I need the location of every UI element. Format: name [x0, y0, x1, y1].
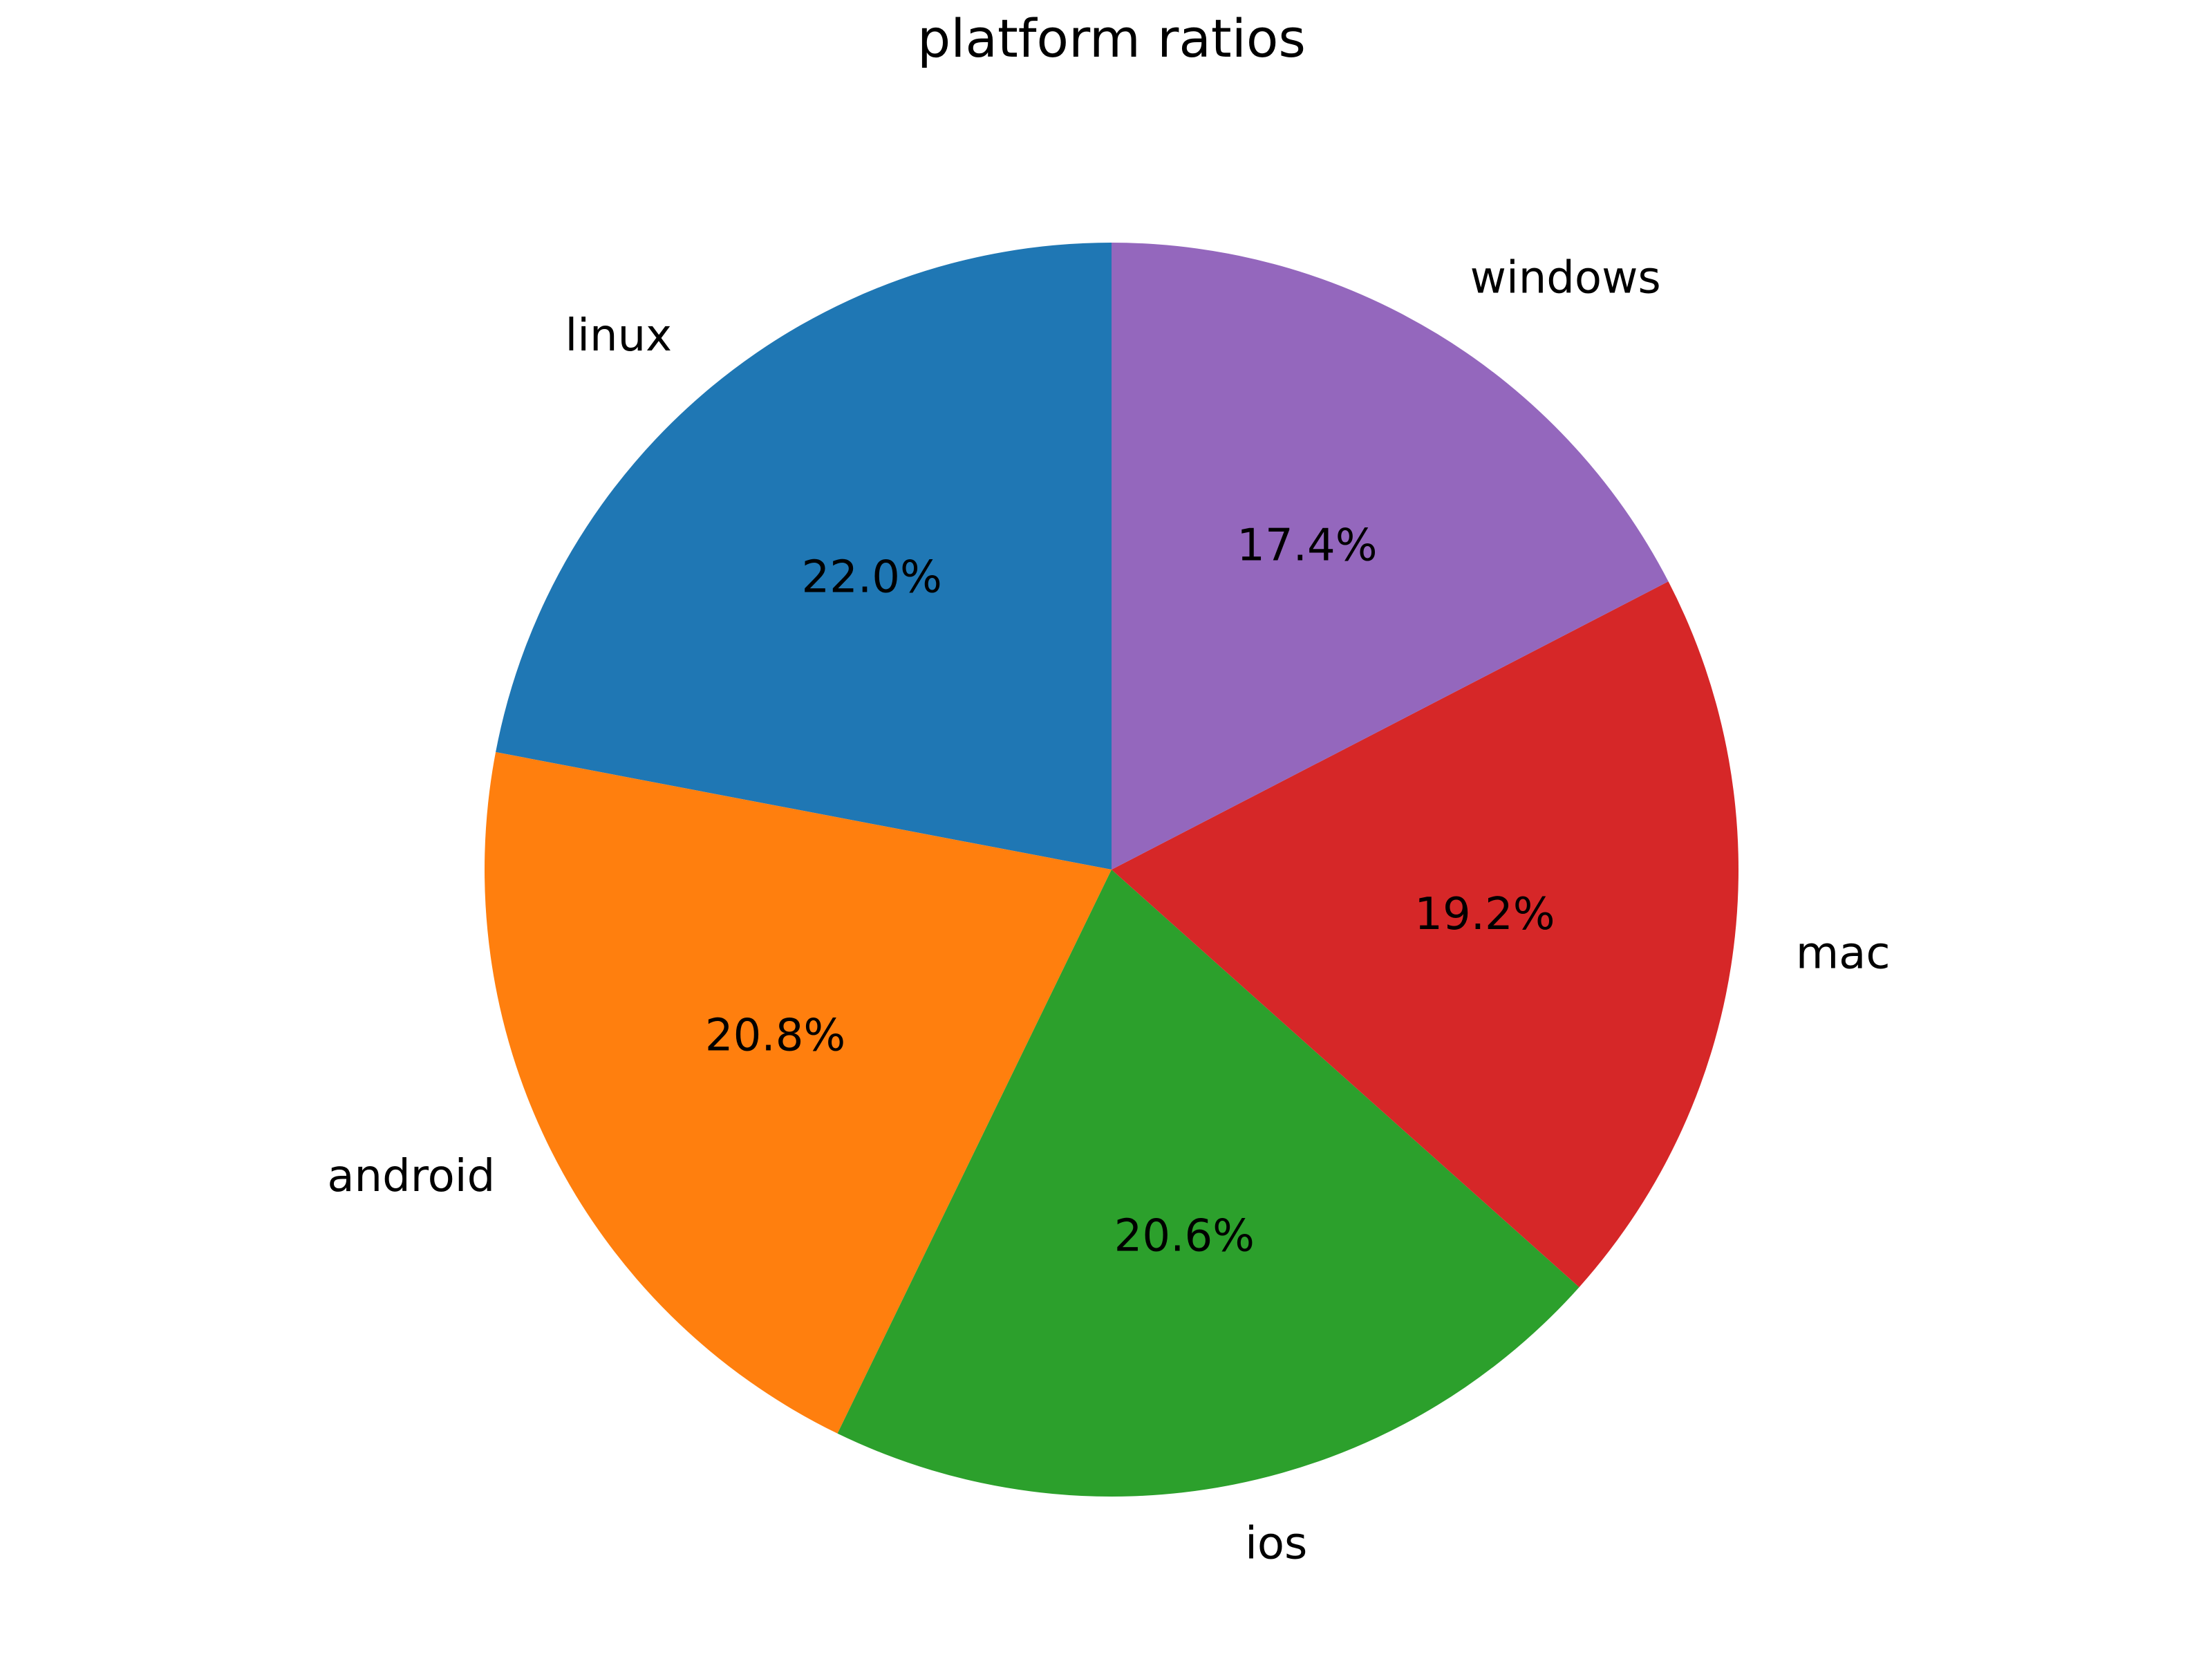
- slice-label-linux: linux: [565, 310, 672, 362]
- slice-label-mac: mac: [1796, 928, 1891, 980]
- pie-slice-mac: [1112, 581, 1739, 1288]
- slice-percent-windows: 17.4%: [1237, 521, 1377, 572]
- pie-slices: [485, 243, 1739, 1497]
- slice-percent-android: 20.8%: [705, 1011, 845, 1062]
- pie-slice-linux: [496, 243, 1112, 870]
- slice-label-windows: windows: [1470, 252, 1661, 303]
- slice-label-ios: ios: [1245, 1518, 1307, 1569]
- pie-labels: linux 22.0% android 20.8% ios 20.6% mac 19.2% wi…: [327, 252, 1890, 1569]
- pie-slice-ios: [837, 870, 1580, 1497]
- slice-percent-ios: 20.6%: [1114, 1210, 1255, 1262]
- chart-title: platform ratios: [917, 8, 1306, 69]
- pie-slice-android: [485, 752, 1112, 1434]
- slice-percent-mac: 19.2%: [1414, 889, 1555, 940]
- slice-percent-linux: 22.0%: [801, 552, 941, 603]
- pie-slice-windows: [1112, 243, 1669, 870]
- slice-label-android: android: [327, 1151, 495, 1202]
